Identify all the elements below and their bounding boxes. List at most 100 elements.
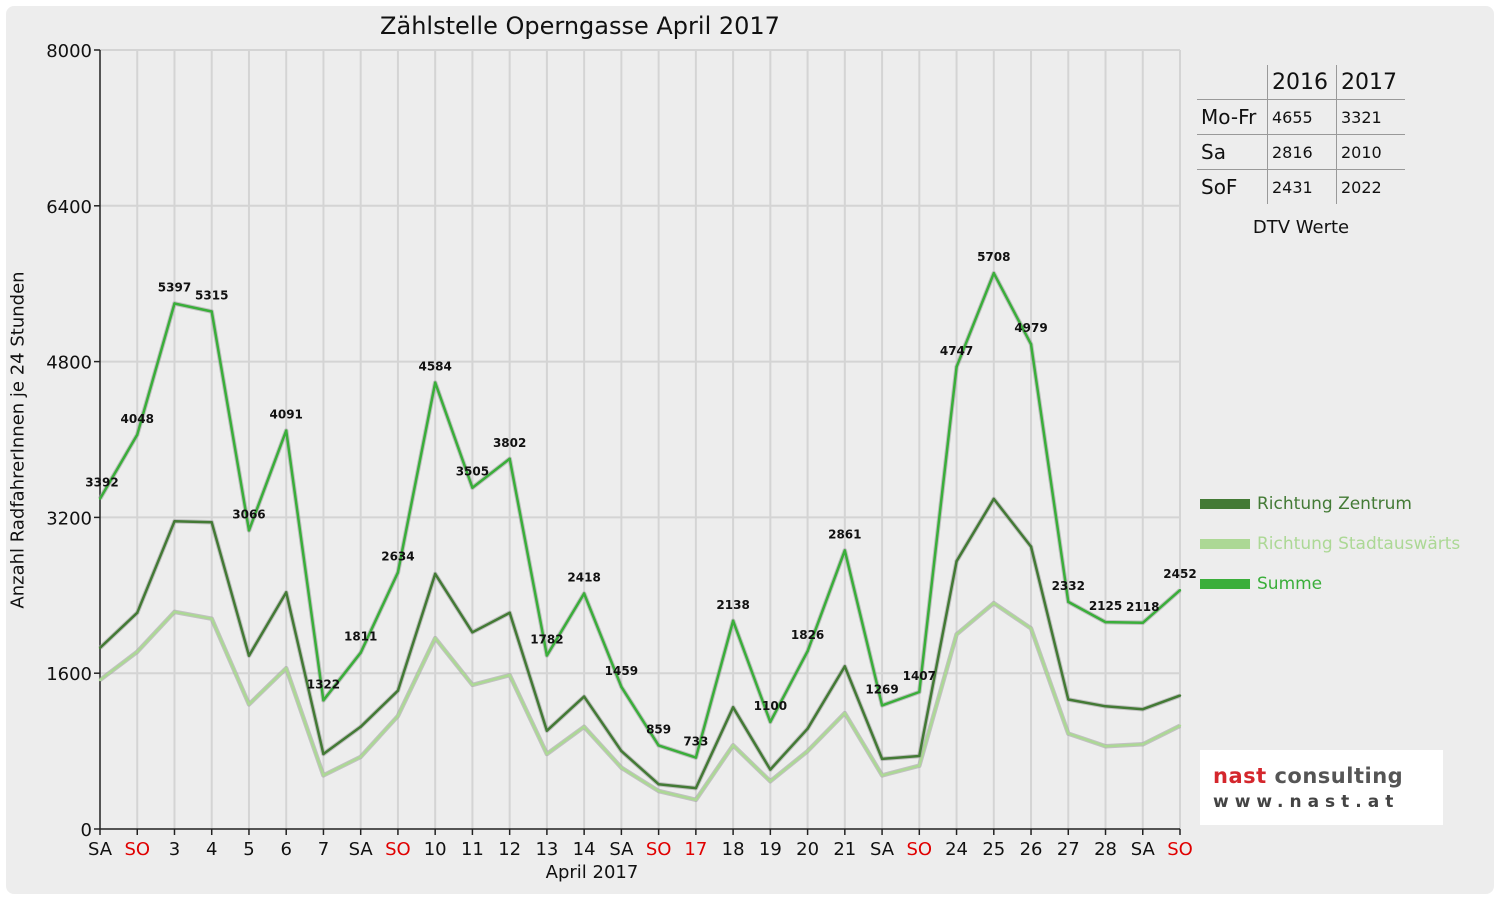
logo-url: www.nast.at — [1213, 792, 1400, 812]
x-tick-label: 20 — [796, 839, 819, 860]
data-point — [1141, 621, 1144, 624]
x-tick-label: 27 — [1057, 839, 1080, 860]
data-point — [210, 617, 213, 620]
data-point — [322, 699, 325, 702]
dtv-cell: 2431 — [1267, 169, 1337, 204]
data-point — [98, 497, 102, 500]
x-tick-label: 18 — [722, 839, 745, 860]
data-label: 5315 — [195, 288, 228, 302]
data-point — [1178, 724, 1182, 727]
legend-item-summe: Summe — [1200, 574, 1322, 594]
legend-swatch — [1200, 499, 1250, 509]
data-point — [657, 789, 660, 793]
data-point — [247, 529, 251, 532]
data-point — [843, 549, 847, 552]
data-point — [433, 572, 437, 576]
data-label: 4048 — [121, 412, 154, 426]
data-point — [136, 433, 139, 437]
dtv-table: 2016 2017 Mo-Fr 4655 3321 Sa 2816 2010 S… — [1197, 65, 1412, 238]
data-point — [694, 786, 698, 790]
data-label: 3802 — [493, 436, 526, 450]
data-label: 5397 — [158, 280, 191, 294]
data-point — [136, 611, 139, 615]
data-point — [843, 665, 847, 668]
x-tick-label: 6 — [280, 839, 291, 860]
legend-label: Summe — [1257, 574, 1323, 594]
data-label: 1269 — [865, 682, 898, 696]
x-tick-label: 4 — [206, 839, 217, 860]
y-tick-label: 1600 — [46, 664, 92, 685]
data-label: 2861 — [828, 527, 861, 541]
data-point — [471, 683, 474, 687]
x-tick-label: 11 — [461, 839, 484, 860]
dtv-row-label: SoF — [1201, 175, 1238, 199]
data-point — [694, 756, 698, 759]
data-point — [322, 752, 325, 756]
data-point — [731, 619, 735, 623]
company-logo: nast consulting www.nast.at — [1200, 750, 1443, 825]
dtv-row-label: Mo-Fr — [1197, 99, 1268, 135]
data-point — [1029, 342, 1033, 346]
chart-title: Zählstelle Operngasse April 2017 — [380, 12, 780, 40]
data-point — [433, 381, 437, 384]
legend-item-stadtauswaerts: Richtung Stadtauswärts — [1200, 534, 1460, 554]
x-tick-label: 7 — [318, 839, 329, 860]
logo-word-consulting: consulting — [1274, 764, 1404, 788]
x-tick-label: 17 — [684, 839, 707, 860]
x-tick-label: SA — [349, 839, 374, 860]
data-point — [545, 729, 549, 732]
dtv-cell: 3321 — [1336, 99, 1405, 135]
y-tick-label: 8000 — [46, 41, 92, 62]
data-label: 4584 — [418, 360, 451, 374]
data-point — [359, 651, 362, 654]
data-point — [657, 744, 660, 747]
x-tick-label: 25 — [982, 839, 1005, 860]
data-point — [1178, 694, 1182, 697]
x-tick-label: 13 — [535, 839, 558, 860]
data-point — [880, 704, 884, 707]
data-point — [806, 649, 809, 653]
x-tick-label: SO — [646, 839, 672, 860]
data-point — [396, 714, 400, 718]
data-label: 4747 — [940, 344, 973, 358]
x-tick-label: 24 — [945, 839, 968, 860]
data-point — [471, 631, 474, 634]
data-point — [285, 429, 288, 432]
data-point — [992, 271, 995, 275]
data-point — [508, 673, 511, 677]
legend-label: Richtung Stadtauswärts — [1257, 534, 1461, 554]
data-point — [694, 798, 698, 801]
axes — [94, 49, 1181, 835]
data-point — [396, 689, 400, 692]
data-point — [1104, 620, 1107, 624]
data-point — [173, 610, 176, 614]
data-label: 733 — [683, 735, 708, 749]
data-point — [955, 633, 958, 636]
data-label: 1322 — [307, 677, 340, 691]
data-point — [918, 764, 921, 767]
x-axis-label: April 2017 — [545, 862, 639, 883]
data-label: 1100 — [754, 699, 787, 713]
data-point — [173, 302, 176, 305]
x-tick-label: SO — [907, 839, 933, 860]
data-point — [582, 695, 586, 698]
data-point — [508, 611, 511, 615]
data-label: 2418 — [567, 571, 600, 585]
data-point — [1067, 732, 1070, 735]
data-point — [285, 667, 288, 670]
data-label: 2138 — [716, 598, 749, 612]
data-label: 2332 — [1052, 579, 1085, 593]
x-tick-label: 5 — [243, 839, 254, 860]
series-line-shadow — [98, 496, 1181, 791]
data-point — [582, 592, 586, 595]
data-point — [806, 749, 809, 753]
data-point — [359, 725, 362, 728]
data-point — [359, 755, 362, 759]
series-lines — [98, 270, 1182, 803]
data-point — [545, 654, 549, 657]
legend-swatch — [1200, 579, 1250, 589]
data-label: 2634 — [381, 550, 414, 564]
data-label: 1826 — [791, 628, 824, 642]
data-label: 1811 — [344, 630, 377, 644]
data-point — [1067, 600, 1070, 604]
